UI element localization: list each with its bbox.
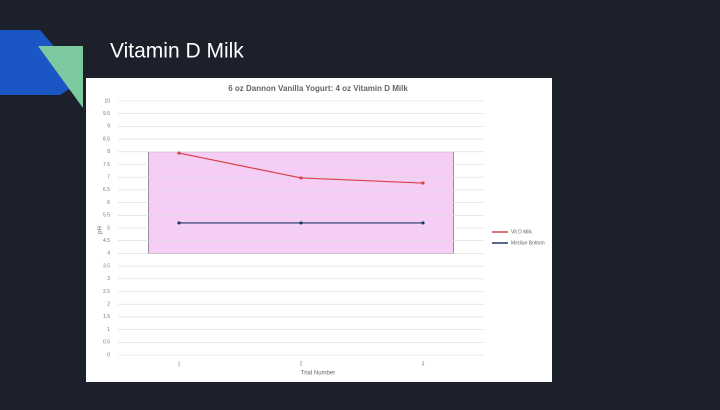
y-tick-label: 4 (107, 251, 110, 257)
y-tick-label: 6 (107, 200, 110, 206)
y-tick-label: 7.5 (103, 162, 110, 168)
y-tick-label: 3.5 (103, 263, 110, 269)
legend-label: Vit D Milk (511, 229, 533, 235)
y-tick-label: 1 (107, 327, 110, 333)
y-tick-label: 6.5 (103, 187, 110, 193)
x-tick-label: 1 (178, 361, 181, 367)
point (177, 221, 181, 225)
y-axis-label: pH (98, 226, 104, 234)
y-tick-label: 4.5 (103, 238, 110, 244)
x-tick-label: 3 (422, 361, 425, 367)
y-tick-label: 5 (107, 225, 110, 231)
y-tick-label: 9 (107, 124, 110, 130)
y-tick-label: 8 (107, 149, 110, 155)
slide-title: Vitamin D Milk (110, 40, 244, 63)
deco-green (38, 46, 83, 108)
chart-title: 6 oz Dannon Vanilla Yogurt: 4 oz Vitamin… (228, 84, 408, 93)
point (299, 221, 303, 225)
legend-label: Median Bottom (511, 240, 545, 246)
x-axis-label: Trial Number (301, 371, 335, 377)
y-tick-label: 9.5 (103, 111, 110, 117)
x-tick-label: 2 (300, 361, 303, 367)
point (177, 151, 181, 155)
point (421, 181, 425, 185)
point (299, 176, 303, 180)
y-tick-label: 0 (107, 352, 110, 358)
y-tick-label: 2.5 (103, 289, 110, 295)
y-tick-label: 1.5 (103, 314, 110, 320)
y-tick-label: 8.5 (103, 136, 110, 142)
y-tick-label: 2 (107, 302, 110, 308)
y-tick-label: 0.5 (103, 340, 110, 346)
y-tick-label: 7 (107, 175, 110, 181)
y-tick-label: 5.5 (103, 213, 110, 219)
point (421, 221, 425, 225)
y-tick-label: 10 (104, 98, 110, 104)
y-tick-label: 3 (107, 276, 110, 282)
